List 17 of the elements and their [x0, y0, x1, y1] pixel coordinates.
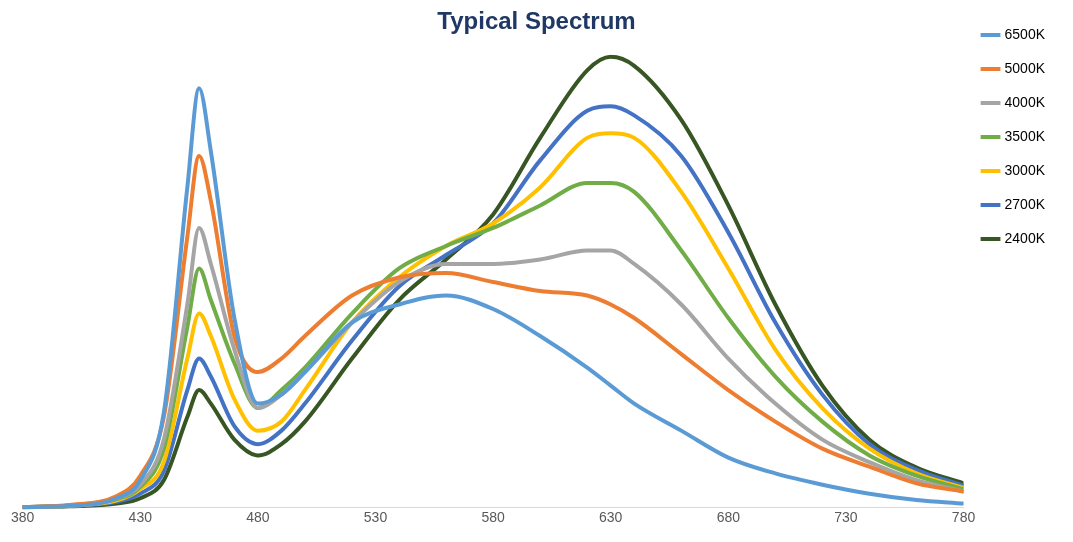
x-tick-label: 780 [951, 509, 976, 526]
legend-label: 3500K [1004, 127, 1046, 144]
legend-label: 2400K [1004, 229, 1046, 246]
legend-label: 6500K [1004, 25, 1046, 42]
legend-label: 3000K [1004, 161, 1046, 178]
legend-label: 2700K [1004, 195, 1046, 212]
legend-label: 4000K [1004, 93, 1046, 110]
legend-label: 5000K [1004, 59, 1046, 76]
x-tick-label: 730 [834, 509, 858, 526]
x-tick-label: 480 [246, 509, 270, 526]
x-tick-label: 680 [716, 509, 741, 526]
chart-title: Typical Spectrum [437, 7, 636, 35]
x-tick-label: 430 [128, 509, 153, 526]
x-tick-label: 580 [481, 509, 505, 526]
x-tick-label: 630 [599, 509, 623, 526]
x-tick-label: 380 [11, 509, 35, 526]
x-tick-label: 530 [363, 509, 388, 526]
